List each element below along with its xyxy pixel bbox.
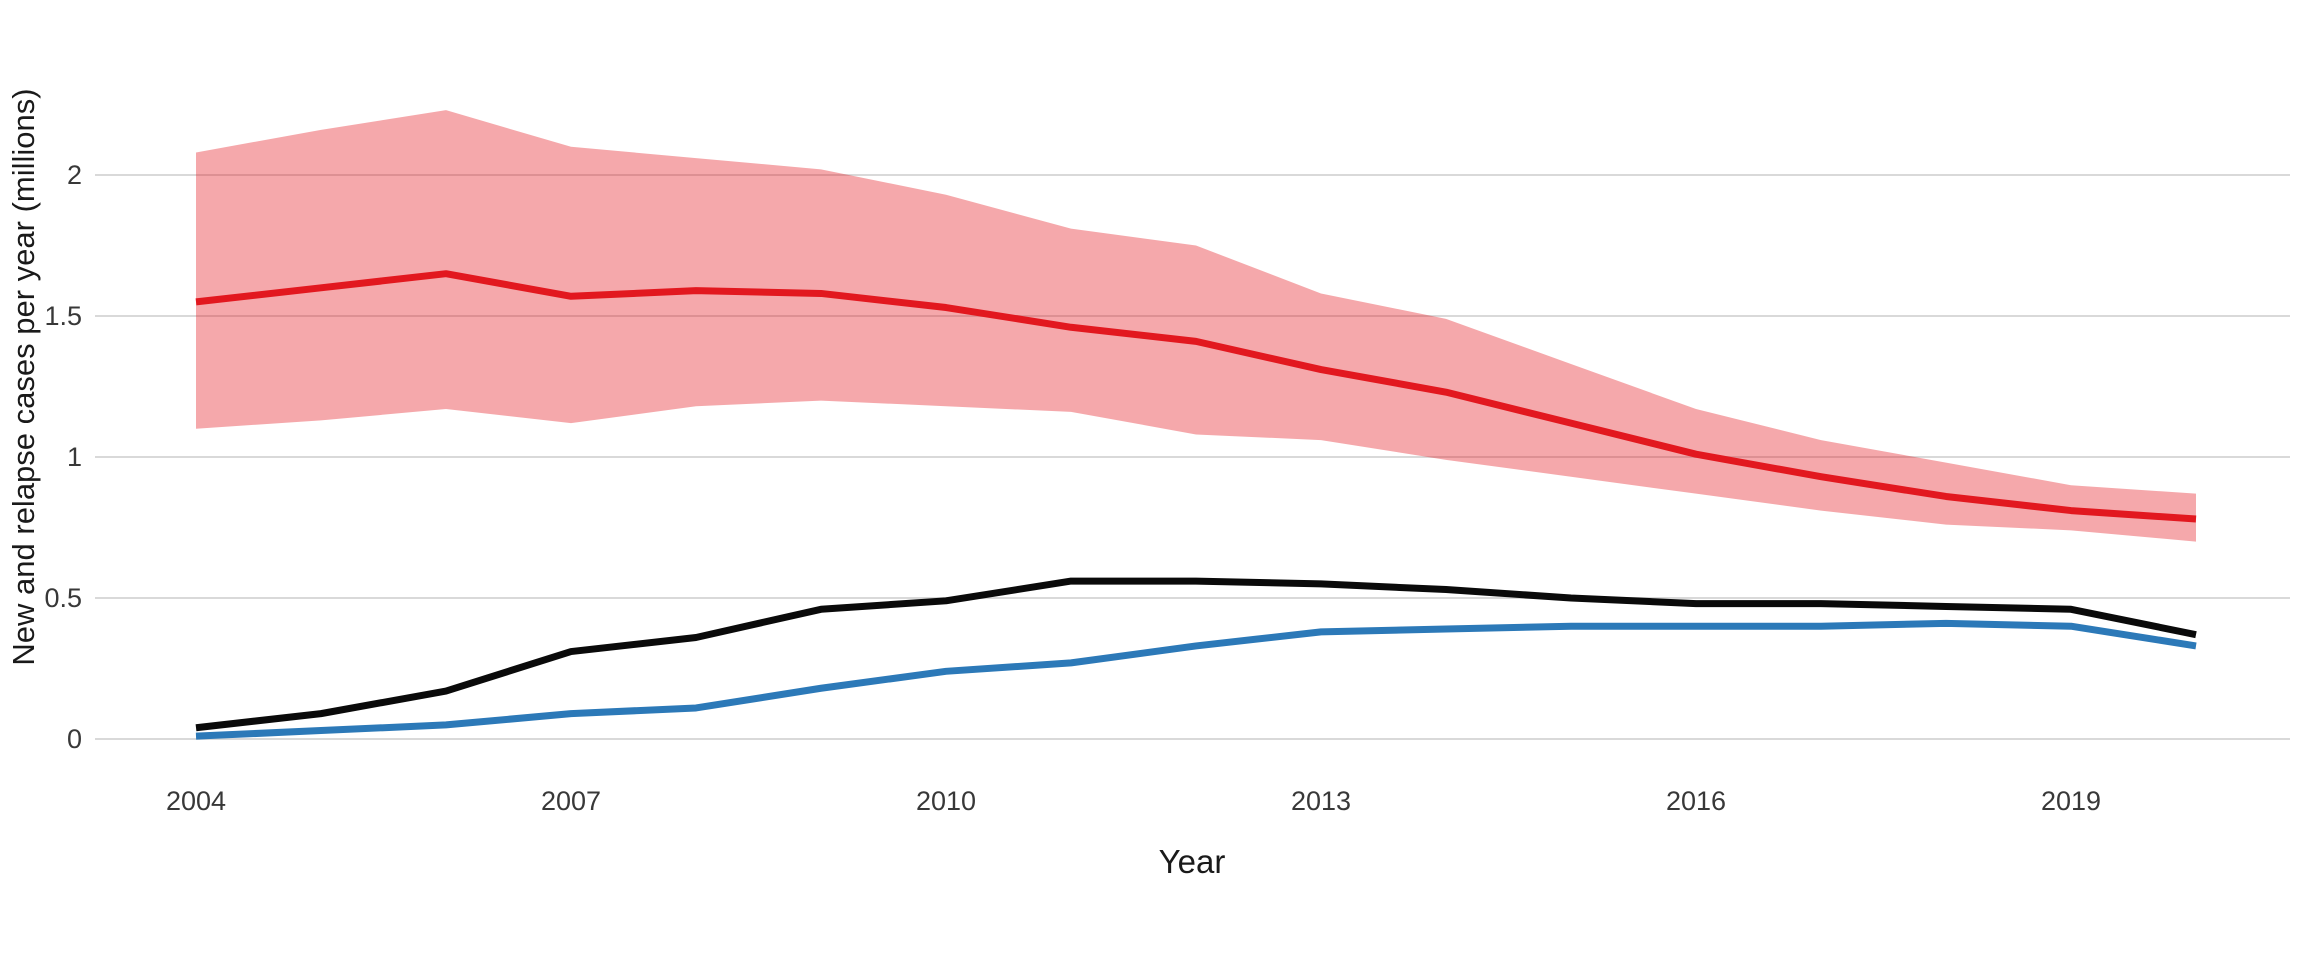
y-tick-label: 0 — [67, 724, 82, 754]
blue-line — [195, 619, 2197, 740]
gridlines-layer — [95, 174, 2290, 740]
y-tick-labels: 0 0.5 1 1.5 2 — [44, 160, 82, 754]
x-tick-label: 2007 — [541, 786, 601, 816]
x-tick-labels: 2004 2007 2010 2013 2016 2019 — [166, 786, 2101, 816]
series-layer — [195, 270, 2197, 740]
y-tick-label: 1 — [67, 442, 82, 472]
y-tick-label: 2 — [67, 160, 82, 190]
y-axis-title: New and relapse cases per year (millions… — [6, 88, 41, 665]
band-layer — [196, 110, 2196, 542]
y-tick-label: 1.5 — [44, 301, 82, 331]
x-tick-label: 2010 — [916, 786, 976, 816]
y-tick-label: 0.5 — [44, 583, 82, 613]
x-tick-label: 2013 — [1291, 786, 1351, 816]
x-tick-label: 2016 — [1666, 786, 1726, 816]
red-line — [195, 270, 2197, 523]
x-tick-label: 2019 — [2041, 786, 2101, 816]
black-line — [195, 577, 2197, 732]
x-axis-title: Year — [1159, 843, 1226, 880]
x-tick-label: 2004 — [166, 786, 226, 816]
red-uncertainty-band — [196, 110, 2196, 542]
